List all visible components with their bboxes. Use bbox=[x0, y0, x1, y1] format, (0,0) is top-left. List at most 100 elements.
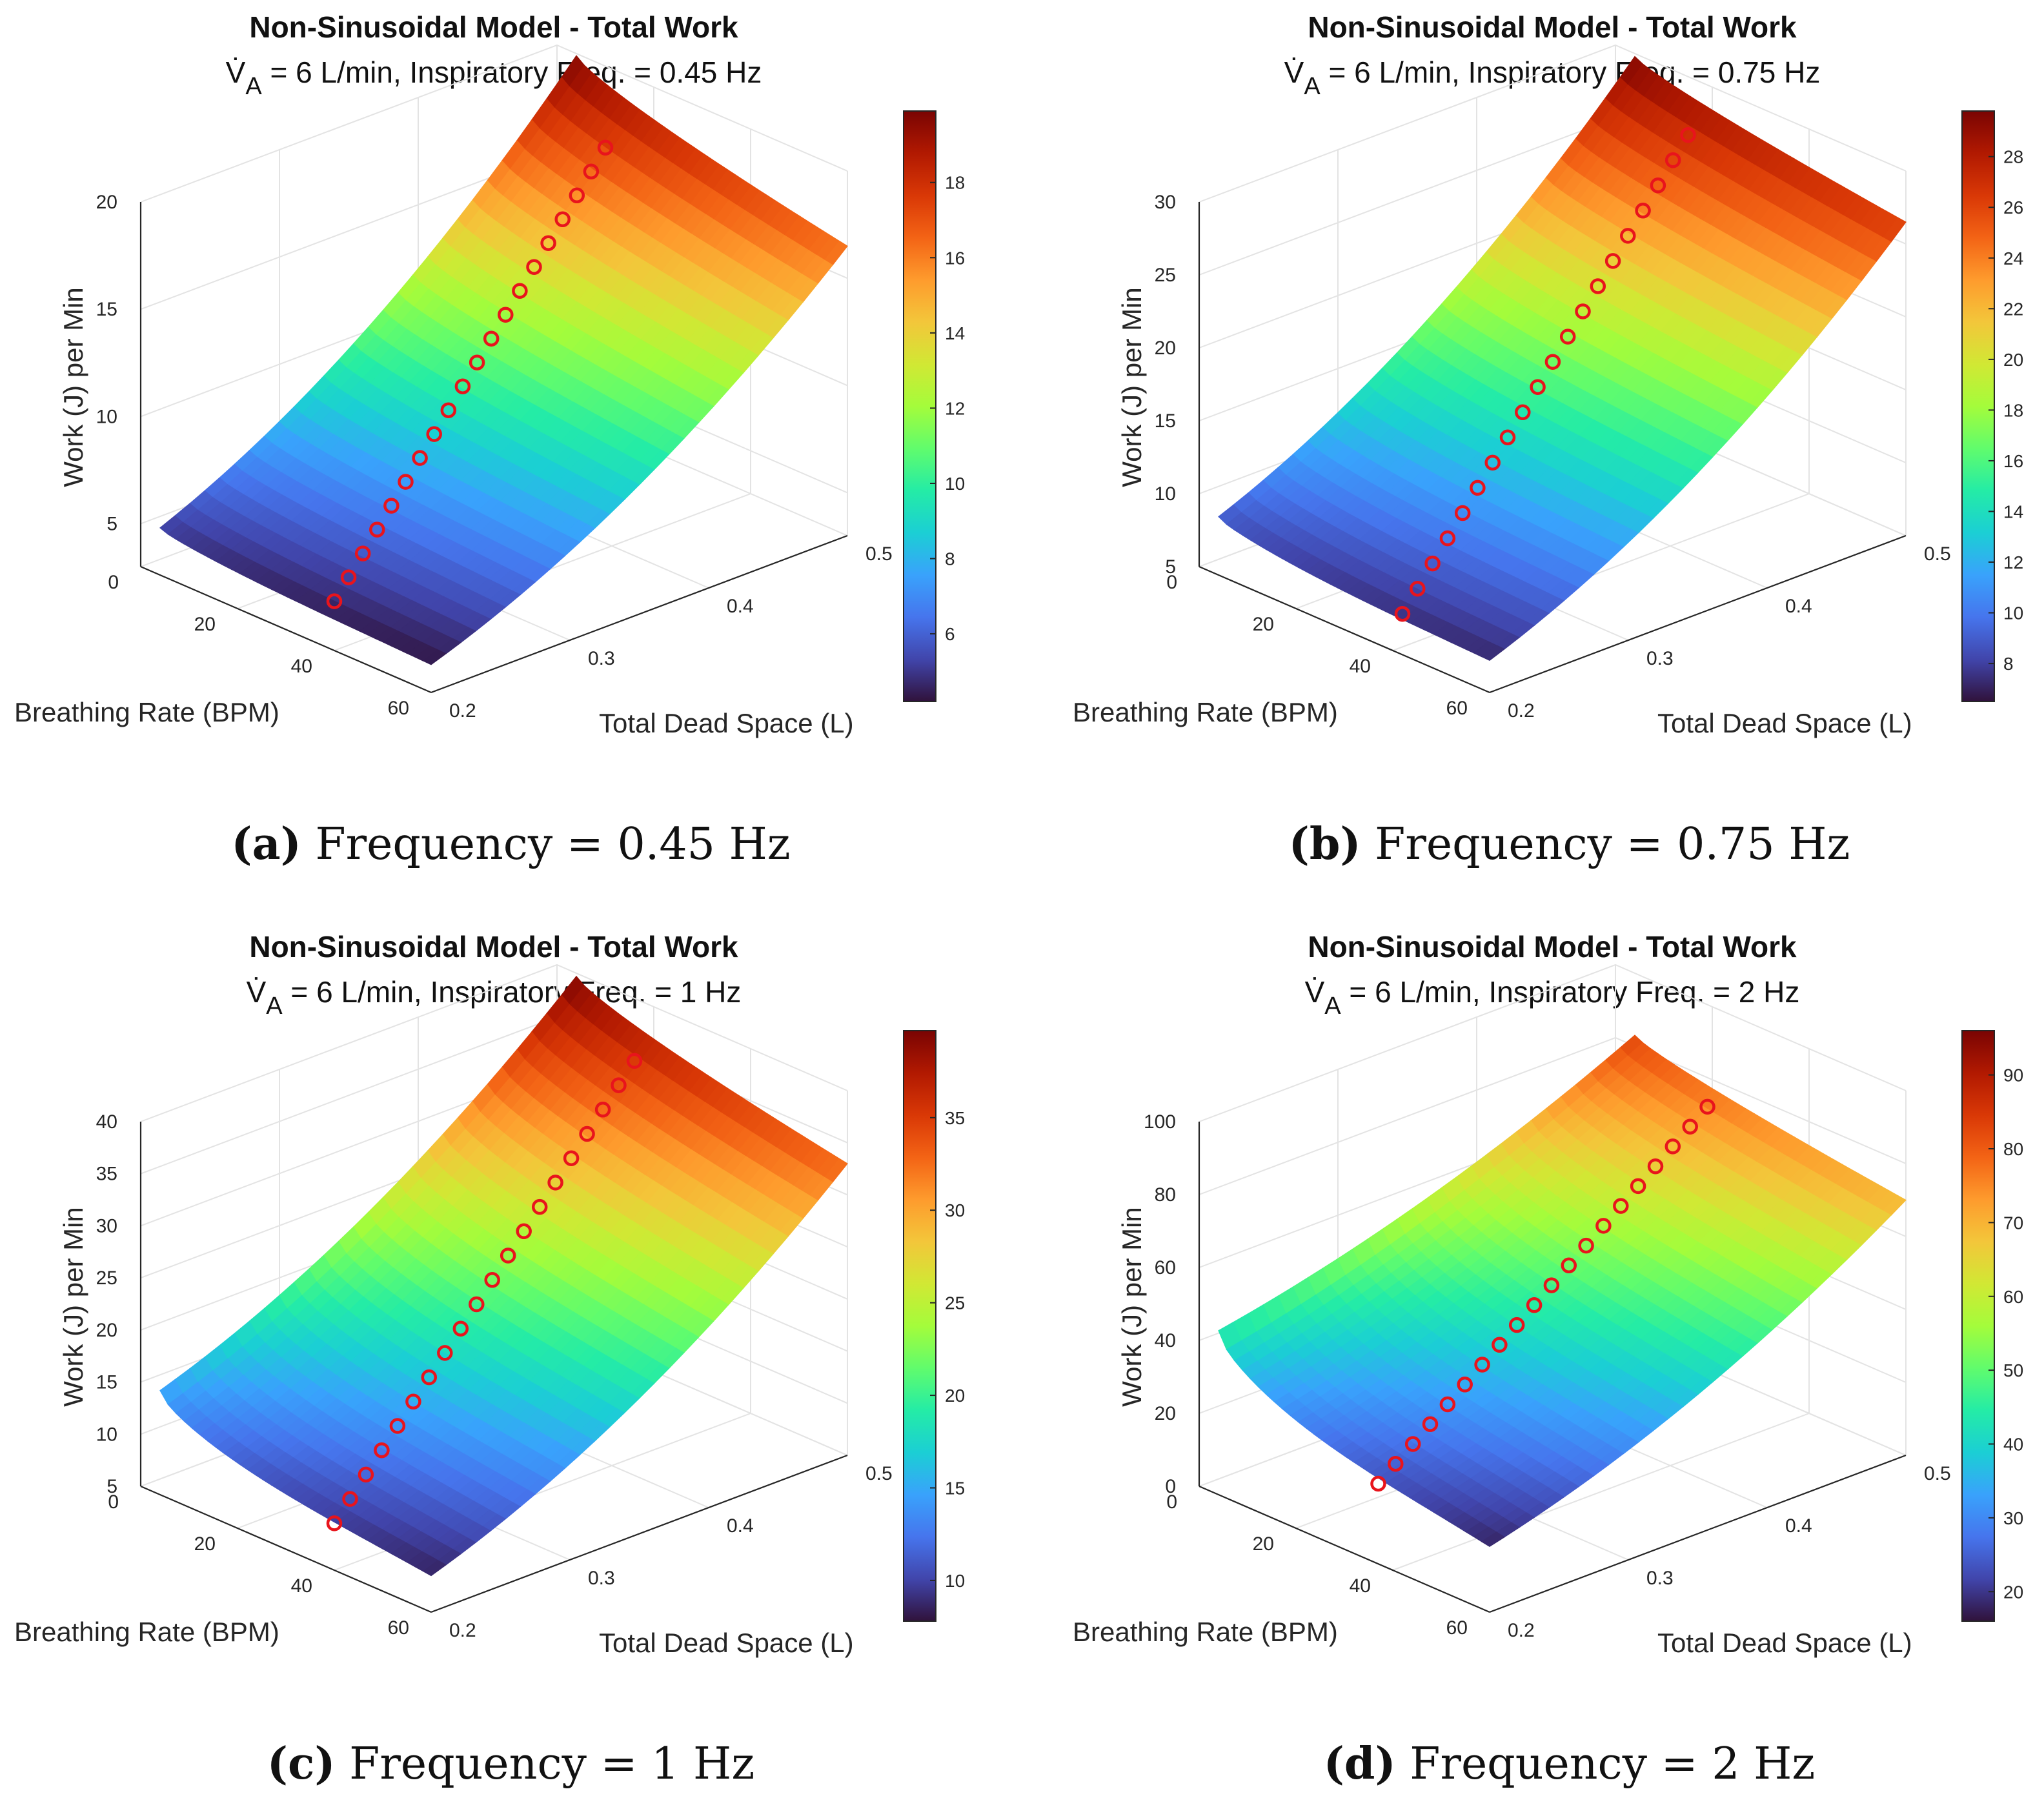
y-axis-line bbox=[1489, 1454, 1907, 1613]
chart-subtitle: V̇A = 6 L/min, Inspiratory Freq. = 0.45 … bbox=[226, 56, 762, 100]
marker-point bbox=[374, 1442, 390, 1459]
marker-point bbox=[1665, 152, 1681, 168]
colorbar-tick-label: 8 bbox=[945, 549, 955, 569]
panel-d: Non-Sinusoidal Model - Total Work V̇A = 6… bbox=[1058, 920, 2044, 1818]
marker-point bbox=[421, 1369, 438, 1386]
z-tick-label: 25 bbox=[1155, 265, 1176, 286]
marker-point bbox=[1561, 1257, 1577, 1274]
y-tick-label: 0.2 bbox=[449, 1620, 476, 1641]
marker-point bbox=[498, 307, 514, 323]
marker-point bbox=[1575, 303, 1591, 319]
colorbar-tick-label: 14 bbox=[2003, 501, 2023, 521]
colorbar-tick-label: 40 bbox=[2003, 1435, 2023, 1455]
marker-point bbox=[342, 1491, 358, 1507]
colorbar-tick-label: 60 bbox=[2003, 1287, 2023, 1307]
marker-point bbox=[1530, 379, 1546, 395]
z-tick-label: 5 bbox=[106, 514, 117, 535]
y-tick-label: 0.5 bbox=[1924, 1463, 1951, 1484]
colorbar-tick-label: 30 bbox=[945, 1200, 965, 1220]
marker-point bbox=[1526, 1297, 1543, 1313]
panel-caption: (c) Frequency = 1 Hz bbox=[0, 1738, 1022, 1790]
y-tick-label: 0.3 bbox=[1646, 1568, 1674, 1589]
x-axis-label: Breathing Rate (BPM) bbox=[14, 697, 279, 727]
marker-point bbox=[554, 211, 571, 228]
marker-point bbox=[1699, 1098, 1715, 1115]
z-tick-label: 25 bbox=[96, 1268, 117, 1289]
x-tick-label: 60 bbox=[388, 1617, 409, 1639]
marker-point bbox=[440, 402, 457, 418]
marker-point bbox=[1544, 354, 1561, 370]
marker-point bbox=[1499, 429, 1516, 446]
marker-point bbox=[1394, 605, 1411, 622]
marker-point bbox=[369, 521, 385, 538]
marker-point bbox=[426, 426, 442, 442]
panel-c: Non-Sinusoidal Model - Total Work V̇A = 6… bbox=[0, 920, 1022, 1818]
colorbar-tick-label: 80 bbox=[2003, 1139, 2023, 1159]
tick-labels: 5 10 15 20 25 30 0 20 40 60 0.2 0.3 0.4 0.5 bbox=[1155, 192, 1951, 722]
z-tick-label: 40 bbox=[1155, 1330, 1176, 1351]
colorbar-tick-label: 20 bbox=[2003, 350, 2023, 370]
marker-point bbox=[579, 1126, 595, 1142]
colorbar-tick-label: 18 bbox=[2003, 400, 2023, 420]
marker-point bbox=[1508, 1317, 1525, 1333]
x-tick-label: 60 bbox=[388, 698, 409, 719]
marker-series bbox=[326, 1053, 643, 1531]
z-tick-label: 40 bbox=[96, 1111, 117, 1133]
marker-point bbox=[1404, 1436, 1421, 1452]
panel-b: Non-Sinusoidal Model - Total Work V̇A = 6… bbox=[1058, 0, 2044, 898]
y-tick-label: 0.2 bbox=[449, 700, 476, 722]
y-axis-label: Total Dead Space (L) bbox=[599, 708, 854, 738]
marker-point bbox=[1370, 1475, 1386, 1492]
marker-point bbox=[626, 1053, 643, 1069]
marker-point bbox=[531, 1198, 548, 1215]
marker-point bbox=[1665, 1138, 1681, 1155]
colorbar-tick-label: 25 bbox=[945, 1293, 965, 1313]
marker-point bbox=[1650, 177, 1666, 194]
z-tick-label: 20 bbox=[1155, 1403, 1176, 1424]
x-axis-line bbox=[1199, 565, 1490, 694]
z-axis-label: Work (J) per Min bbox=[1117, 1207, 1147, 1407]
z-tick-label: 0 bbox=[1165, 1476, 1176, 1497]
z-tick-label: 20 bbox=[96, 1320, 117, 1341]
marker-point bbox=[583, 163, 600, 180]
colorbar: 8 10 12 14 16 18 20 22 24 26 28 bbox=[1961, 110, 2023, 702]
colorbar-tick-label: 8 bbox=[2003, 654, 2014, 674]
marker-point bbox=[1410, 580, 1426, 597]
x-axis-line bbox=[1199, 1485, 1490, 1613]
marker-point bbox=[1543, 1277, 1560, 1293]
y-tick-label: 0.4 bbox=[727, 1515, 754, 1537]
x-tick-label: 60 bbox=[1446, 698, 1468, 719]
colorbar-tick-label: 10 bbox=[945, 1571, 965, 1591]
colorbar: 10 15 20 25 30 35 bbox=[903, 1030, 965, 1622]
surface-plot: Non-Sinusoidal Model - Total Work V̇A = 6… bbox=[1073, 930, 2023, 1658]
y-tick-label: 0.5 bbox=[865, 1463, 893, 1484]
marker-point bbox=[569, 187, 585, 204]
marker-point bbox=[1590, 278, 1606, 294]
colorbar-tick-label: 30 bbox=[2003, 1508, 2023, 1528]
marker-point bbox=[1613, 1198, 1629, 1214]
marker-point bbox=[452, 1320, 469, 1337]
marker-point bbox=[1515, 404, 1531, 421]
x-axis-line bbox=[140, 565, 432, 694]
marker-point bbox=[1474, 1357, 1490, 1373]
colorbar-tick-label: 90 bbox=[2003, 1066, 2023, 1086]
colorbar: 6 8 10 12 14 16 18 bbox=[903, 110, 965, 702]
x-tick-label: 40 bbox=[1350, 1575, 1371, 1597]
y-tick-label: 0.3 bbox=[588, 648, 615, 669]
marker-series bbox=[1370, 1098, 1715, 1492]
x-tick-label: 20 bbox=[194, 1533, 216, 1555]
marker-point bbox=[1604, 253, 1621, 269]
x-tick-label: 40 bbox=[1350, 656, 1371, 677]
marker-point bbox=[563, 1150, 580, 1166]
y-axis-line bbox=[1489, 534, 1907, 694]
colorbar-tick-label: 24 bbox=[2003, 248, 2023, 268]
colorbar-tick-label: 50 bbox=[2003, 1360, 2023, 1380]
surface bbox=[1218, 1035, 1907, 1548]
surface-plot: Non-Sinusoidal Model - Total Work V̇A = 6… bbox=[1073, 10, 2023, 738]
z-tick-label: 20 bbox=[1155, 338, 1176, 359]
chart-title: Non-Sinusoidal Model - Total Work bbox=[249, 10, 738, 44]
marker-point bbox=[358, 1466, 374, 1483]
chart-title: Non-Sinusoidal Model - Total Work bbox=[249, 930, 738, 964]
chart-subtitle: V̇A = 6 L/min, Inspiratory Freq. = 1 Hz bbox=[247, 975, 742, 1020]
surface bbox=[159, 975, 848, 1577]
